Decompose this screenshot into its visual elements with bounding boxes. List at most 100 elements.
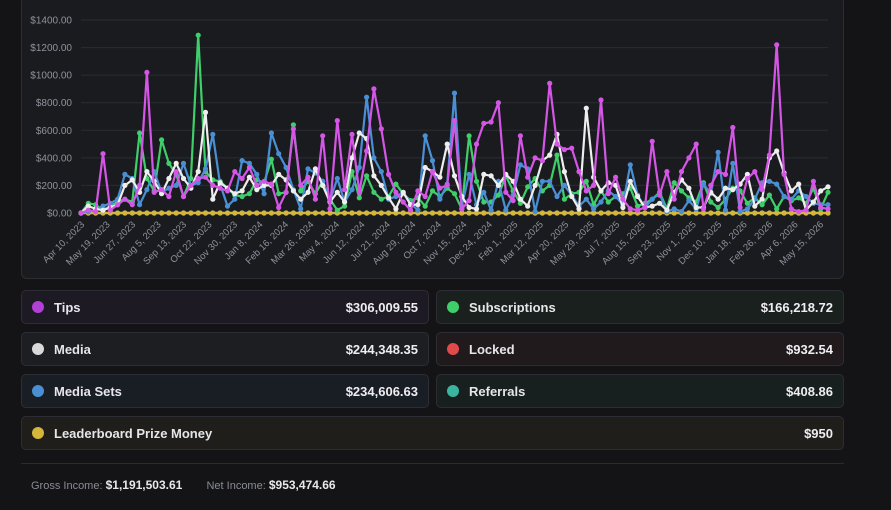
data-point xyxy=(517,196,523,202)
category-label: Referrals xyxy=(469,383,526,399)
data-point xyxy=(466,133,472,139)
data-point xyxy=(825,202,831,208)
data-point xyxy=(276,210,282,216)
category-card-leaderboard-prize-money[interactable]: Leaderboard Prize Money $950 xyxy=(21,416,844,450)
data-point xyxy=(444,210,450,216)
data-point xyxy=(598,210,604,216)
data-point xyxy=(100,151,106,157)
data-point xyxy=(408,207,414,213)
data-point xyxy=(774,181,780,187)
data-point xyxy=(686,198,692,204)
data-point xyxy=(173,210,179,216)
gross-income-label: Gross Income: xyxy=(31,480,103,492)
data-point xyxy=(393,181,399,187)
data-point xyxy=(290,188,296,194)
data-point xyxy=(488,207,494,213)
category-label: Media Sets xyxy=(54,383,122,399)
data-point xyxy=(159,191,165,197)
data-point xyxy=(532,209,538,215)
data-point xyxy=(444,141,450,147)
category-label: Locked xyxy=(469,341,515,357)
data-point xyxy=(722,171,729,177)
data-point xyxy=(591,210,597,216)
data-point xyxy=(818,188,824,194)
net-income-label: Net Income: xyxy=(206,480,266,492)
data-point xyxy=(305,210,311,216)
data-point xyxy=(532,182,538,188)
data-point xyxy=(561,169,568,175)
data-point xyxy=(752,210,758,216)
data-point xyxy=(627,162,633,168)
data-point xyxy=(781,210,787,216)
category-card-referrals[interactable]: Referrals $408.86 xyxy=(436,374,844,408)
category-card-tips[interactable]: Tips $306,009.55 xyxy=(21,290,429,324)
data-point xyxy=(246,164,252,171)
data-point xyxy=(825,206,831,212)
data-point xyxy=(671,206,677,212)
data-point xyxy=(290,126,296,132)
data-point xyxy=(532,155,538,161)
data-point xyxy=(210,210,216,216)
data-point xyxy=(312,166,318,172)
data-point xyxy=(261,191,267,197)
data-point xyxy=(261,182,267,188)
data-point xyxy=(195,180,201,186)
category-amount: $306,009.55 xyxy=(345,299,418,315)
data-point xyxy=(649,138,655,144)
data-point xyxy=(239,175,245,182)
data-point xyxy=(334,118,340,124)
data-point xyxy=(298,182,304,188)
category-card-locked[interactable]: Locked $932.54 xyxy=(436,332,844,366)
data-point xyxy=(364,148,370,154)
data-point xyxy=(605,191,611,197)
data-point xyxy=(671,210,677,216)
data-point xyxy=(429,210,436,216)
data-point xyxy=(583,105,589,111)
data-point xyxy=(495,192,501,198)
data-point xyxy=(620,204,626,211)
subscriptions-color-dot xyxy=(447,301,459,313)
data-point xyxy=(378,196,384,202)
data-point xyxy=(386,210,392,216)
data-point xyxy=(715,196,721,202)
data-point xyxy=(261,210,267,216)
data-point xyxy=(635,207,641,213)
data-point xyxy=(598,188,604,194)
data-point xyxy=(78,210,84,216)
data-point xyxy=(730,210,736,216)
data-point xyxy=(708,210,714,216)
data-point xyxy=(539,158,546,164)
data-point xyxy=(437,196,443,202)
data-point xyxy=(466,198,472,204)
data-point xyxy=(678,188,685,194)
category-label: Media xyxy=(54,341,91,357)
data-point xyxy=(349,155,355,161)
category-card-media-sets[interactable]: Media Sets $234,606.63 xyxy=(21,374,429,408)
data-point xyxy=(473,178,480,184)
earnings-line-chart: $0.00 $200.00 $400.00 $600.00 $800.00 $1000.0… xyxy=(30,16,831,268)
data-point xyxy=(620,196,626,202)
data-point xyxy=(232,210,238,216)
data-point xyxy=(451,90,458,96)
data-point xyxy=(796,181,802,187)
data-point xyxy=(166,193,172,200)
data-point xyxy=(796,209,802,215)
category-card-subscriptions[interactable]: Subscriptions $166,218.72 xyxy=(436,290,844,324)
data-point xyxy=(693,204,699,211)
data-point xyxy=(400,210,406,216)
data-point xyxy=(752,169,758,175)
data-point xyxy=(583,188,589,194)
data-point xyxy=(356,189,362,195)
data-point xyxy=(627,206,633,212)
category-amount: $244,348.35 xyxy=(345,341,418,357)
data-point xyxy=(759,210,765,216)
data-point xyxy=(159,137,165,143)
data-point xyxy=(495,182,501,188)
data-point xyxy=(342,210,348,216)
data-point xyxy=(254,171,260,177)
data-point xyxy=(393,206,399,212)
data-point xyxy=(466,210,472,216)
category-card-media[interactable]: Media $244,348.35 xyxy=(21,332,429,366)
data-point xyxy=(715,210,721,216)
data-point xyxy=(159,187,165,193)
